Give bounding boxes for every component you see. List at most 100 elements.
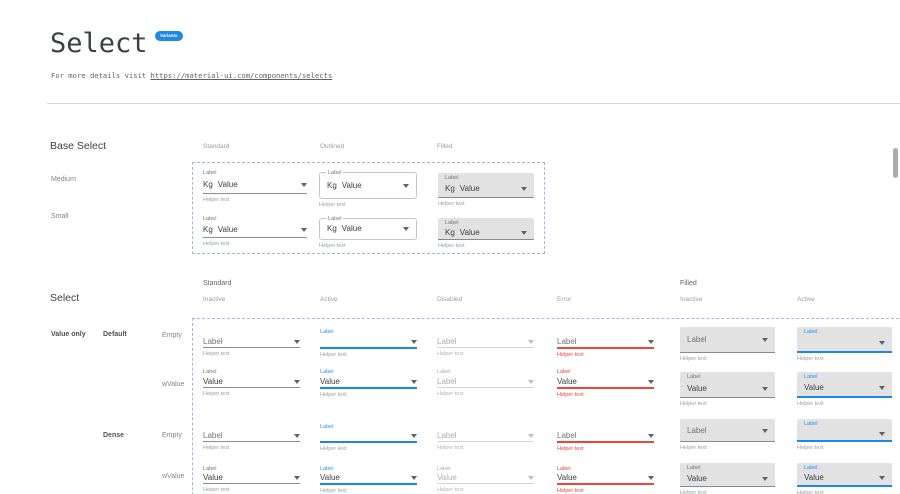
select-dense-filled-active-empty: Label Helper text [797,419,892,451]
select-trigger[interactable]: Label [797,327,892,353]
floating-label: Label [203,170,217,176]
select-trigger[interactable]: Label Value [680,463,775,487]
select-trigger[interactable] [320,431,417,441]
select-trigger[interactable]: Value [203,473,300,483]
base-filled-medium-select: Label Kg Value Helper text [438,173,534,207]
row-group-default: Default [103,331,127,338]
row-label-wvalue-1: wValue [162,381,185,388]
dropdown-arrow-icon [648,476,654,480]
select-filled-inactive-wvalue: Label Value Helper text [680,372,775,407]
select-standard-active-wvalue: Label Value Helper text [320,368,417,398]
dropdown-arrow-icon [528,434,534,438]
base-select-frame [192,162,545,254]
dropdown-arrow-icon [294,434,300,438]
row-group-value-only: Value only [51,331,86,338]
select-trigger[interactable]: Value [320,376,417,387]
row-group-dense: Dense [103,432,125,439]
dropdown-arrow-icon [301,183,307,187]
state-header-filled-inactive: Inactive [680,296,703,303]
helper-text: Helper text [203,197,230,203]
select-trigger[interactable]: Label [437,431,534,441]
select-trigger[interactable]: Label [437,336,534,347]
dropdown-arrow-icon [762,338,768,342]
base-select-heading: Base Select [50,140,107,152]
select-trigger[interactable]: Value [320,473,417,483]
base-standard-small-select: Label Kg Value Helper text [203,215,307,247]
state-header-error: Error [557,296,572,303]
select-dense-inactive-wvalue: Label Value Helper text [203,466,300,493]
row-label-wvalue-2: wValue [162,473,185,480]
select-trigger[interactable]: Value [437,473,534,483]
select-frame [192,318,900,494]
select-heading: Select [50,292,80,304]
dropdown-arrow-icon [411,379,417,384]
select-standard-error-wvalue: Label Value Helper text [557,368,654,398]
select-dense-inactive-empty: Label Helper text [203,424,300,451]
select-filled-active-wvalue: Label Value Helper text [797,372,892,407]
dropdown-arrow-icon [528,476,534,480]
select-trigger[interactable]: Kg Value [203,177,307,193]
select-filled-active-empty: Label Helper text [797,327,892,362]
select-dense-filled-inactive-wvalue: Label Value Helper text [680,463,775,494]
select-value: Value [217,180,238,189]
dropdown-arrow-icon [879,476,885,480]
dropdown-arrow-icon [879,386,885,390]
helper-text: Helper text [438,201,465,207]
select-trigger[interactable]: Label Value [680,372,775,398]
select-trigger[interactable]: Label Kg Value [319,169,417,199]
helper-text: Helper text [319,202,346,208]
group-header-filled: Filled [680,280,697,287]
vertical-scrollbar-thumb[interactable] [893,148,898,178]
material-ui-link[interactable]: https://material-ui.com/components/selec… [150,71,333,80]
dropdown-arrow-icon [294,476,300,480]
dropdown-arrow-icon [411,434,417,438]
select-dense-error-wvalue: Label Value Helper text [557,466,654,494]
base-outlined-medium-select: Label Kg Value Helper text [319,169,417,208]
select-dense-disabled-wvalue: Label Value Helper text [437,466,534,493]
select-dense-error-empty: Label Helper text [557,424,654,452]
select-trigger[interactable]: Label [203,431,300,441]
state-header-inactive: Inactive [203,296,226,303]
floating-label: Label [804,329,818,335]
dropdown-arrow-icon [411,476,417,480]
select-trigger[interactable]: Label Value [797,463,892,487]
select-trigger[interactable]: Label [680,419,775,442]
column-header-outlined: Outlined [320,143,345,150]
select-dense-active-wvalue: Label Value Helper text [320,466,417,494]
dropdown-arrow-icon [648,339,654,344]
select-trigger[interactable]: Label [437,376,534,387]
floating-label: Label [326,169,344,177]
select-trigger[interactable]: Label Value [797,372,892,398]
variants-badge: Variants [155,31,183,41]
select-trigger[interactable] [320,336,417,347]
select-standard-error-empty: Label Helper text [557,328,654,358]
select-trigger[interactable]: Label [557,336,654,347]
select-trigger[interactable]: Label Kg Value [319,215,417,240]
subtitle: For more details visit https://material-… [51,71,332,80]
dropdown-arrow-icon [528,379,534,384]
select-dense-disabled-empty: Label Helper text [437,424,534,451]
select-trigger[interactable]: Label Kg Value [438,218,534,240]
select-trigger[interactable]: Kg Value [203,223,307,237]
select-trigger[interactable]: Value [557,376,654,387]
dropdown-arrow-icon [403,183,409,188]
header-divider [47,103,900,104]
underline [203,193,307,194]
dropdown-arrow-icon [301,228,307,232]
select-trigger[interactable]: Label [203,336,300,347]
select-trigger[interactable]: Label Kg Value [438,173,534,198]
select-trigger[interactable]: Value [557,473,654,483]
group-header-standard: Standard [203,280,232,287]
row-label-medium: Medium [51,176,76,183]
floating-label: Label [320,329,334,335]
select-trigger[interactable]: Label [680,327,775,353]
select-trigger[interactable]: Value [203,376,300,387]
dropdown-arrow-icon [762,386,768,391]
select-dense-filled-inactive-empty: Label Helper text [680,419,775,451]
dropdown-arrow-icon [521,187,527,191]
state-header-disabled: Disabled [437,296,463,303]
select-trigger[interactable]: Label [557,431,654,441]
floating-label: Label [445,175,459,181]
select-trigger[interactable]: Label [797,419,892,442]
dropdown-arrow-icon [294,339,300,344]
